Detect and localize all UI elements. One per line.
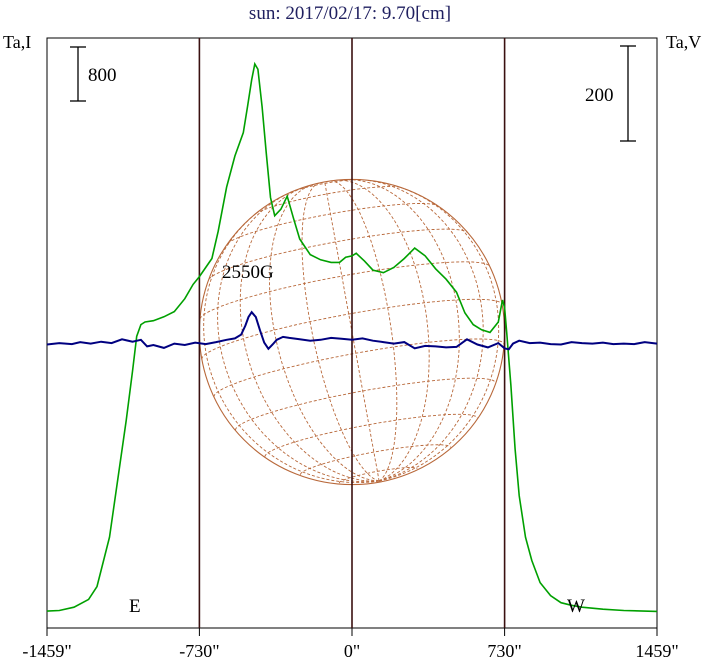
- scale-bar-right-label: 200: [585, 85, 614, 106]
- west-limb-label: W: [567, 596, 585, 617]
- x-tick-label: -730": [179, 641, 219, 661]
- left-axis-label: Ta,I: [3, 32, 31, 52]
- grid-line: [269, 184, 380, 482]
- grid-line: [358, 179, 484, 482]
- grid-line: [203, 208, 380, 484]
- magnetic-field-annotation: 2550G: [222, 262, 274, 283]
- grid-line: [378, 184, 500, 482]
- x-tick-label: -1459": [22, 641, 71, 661]
- grid-line: [213, 338, 505, 397]
- right-axis-label: Ta,V: [666, 32, 701, 52]
- x-tick-label: 730": [487, 641, 521, 661]
- grid-line: [201, 298, 503, 360]
- grid-line: [217, 191, 380, 483]
- intensity-curve: [46, 61, 658, 613]
- scale-bar-right: [620, 45, 636, 142]
- grid-line: [324, 181, 380, 482]
- east-limb-label: E: [129, 596, 141, 617]
- x-tick-label: 0": [344, 641, 360, 661]
- grid-line: [347, 179, 460, 482]
- polarization-curve: [46, 310, 658, 351]
- grid-line: [199, 261, 490, 320]
- x-axis: -1459" -730" 0" 730" 1459": [22, 628, 679, 661]
- chart-title: sun: 2017/02/17: 9.70[cm]: [249, 3, 451, 24]
- vertical-markers: [198, 38, 506, 628]
- scale-bar-left: [70, 46, 86, 102]
- grid-line: [255, 186, 401, 215]
- grid-line: [336, 179, 430, 482]
- x-tick-label: 1459": [635, 641, 678, 661]
- grid-line: [301, 182, 380, 482]
- scale-bar-left-label: 800: [88, 65, 117, 86]
- grid-line: [235, 377, 497, 431]
- grid-line: [239, 187, 380, 482]
